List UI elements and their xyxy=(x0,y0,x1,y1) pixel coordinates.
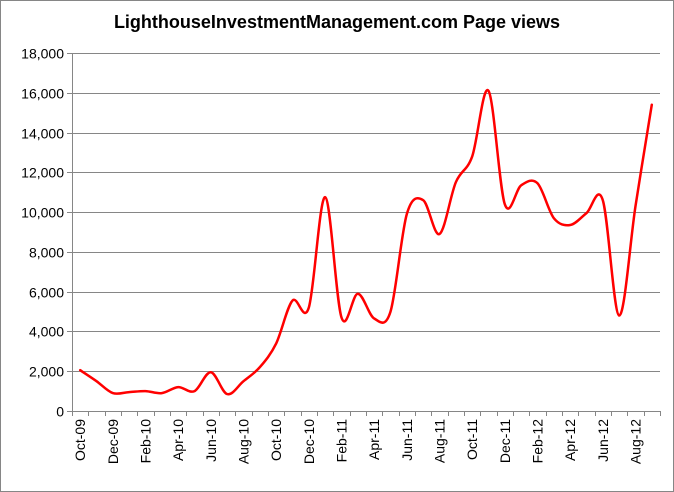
x-tick-label: Aug-11 xyxy=(432,419,448,463)
y-tick-label: 16,000 xyxy=(21,86,64,102)
axes xyxy=(67,53,661,416)
y-tick-label: 6,000 xyxy=(29,285,64,301)
y-tick-label: 12,000 xyxy=(21,165,64,181)
x-tick-label: Feb-11 xyxy=(334,419,350,463)
x-tick-label: Oct-10 xyxy=(268,419,284,461)
x-tick-label: Aug-12 xyxy=(628,419,644,464)
x-tick-label: Dec-09 xyxy=(105,419,121,464)
x-tick-label: Jun-10 xyxy=(203,419,219,462)
x-tick-label: Feb-10 xyxy=(138,419,154,464)
x-tick-label: Apr-10 xyxy=(170,419,186,461)
x-tick-label: Jun-12 xyxy=(595,419,611,462)
y-tick-label: 18,000 xyxy=(21,46,64,62)
y-tick-label: 2,000 xyxy=(29,364,64,380)
y-tick-label: 8,000 xyxy=(29,245,64,261)
x-tick-label: Dec-10 xyxy=(301,419,317,464)
x-tick-label: Aug-10 xyxy=(236,419,252,464)
x-axis-ticks: Oct-09 Dec-09 Feb-10 Apr-10 Jun-10 Aug-10 Oct-… xyxy=(72,419,643,464)
chart-title: LighthouseInvestmentManagement.com Page … xyxy=(113,12,561,32)
x-tick-label: Jun-11 xyxy=(399,419,415,461)
y-tick-label: 14,000 xyxy=(21,126,64,142)
series-line xyxy=(78,89,654,396)
y-tick-label: 0 xyxy=(56,404,64,420)
x-tick-label: Oct-09 xyxy=(72,419,88,461)
y-tick-label: 4,000 xyxy=(29,324,64,340)
x-tick-label: Feb-12 xyxy=(530,419,546,464)
x-tick-label: Dec-11 xyxy=(497,419,513,463)
gridlines xyxy=(72,53,660,372)
series-layer xyxy=(78,89,654,396)
y-axis-ticks: 0 2,000 4,000 6,000 8,000 10,000 12,000 14,000 1… xyxy=(21,46,64,420)
x-tick-label: Apr-12 xyxy=(562,419,578,461)
x-tick-label: Oct-11 xyxy=(464,419,480,460)
y-tick-label: 10,000 xyxy=(21,205,64,221)
x-tick-label: Apr-11 xyxy=(366,419,382,460)
